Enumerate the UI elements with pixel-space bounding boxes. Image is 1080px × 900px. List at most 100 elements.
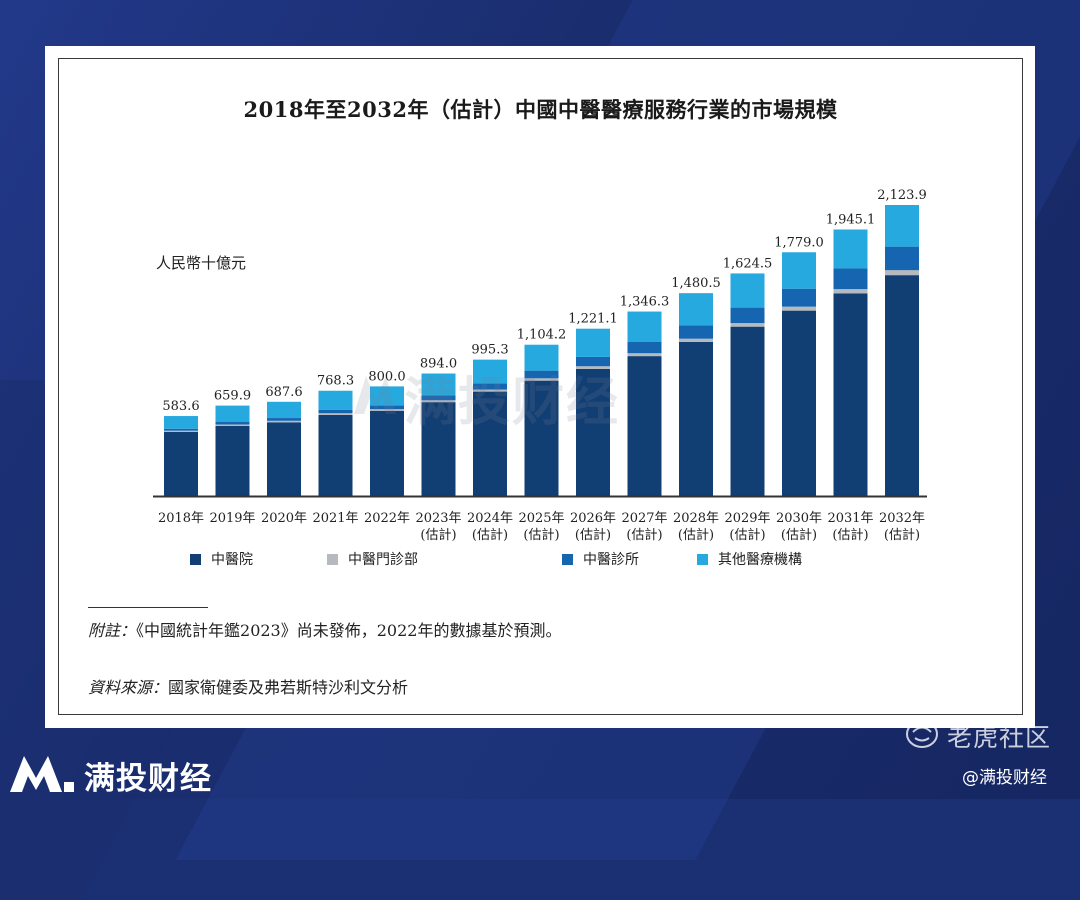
x-tick-label: 2032年 bbox=[879, 511, 925, 526]
legend-item: 其他醫療機構 bbox=[697, 549, 802, 569]
x-tick-label: 2023年 bbox=[415, 511, 461, 526]
bar-segment bbox=[215, 424, 250, 426]
author-handle: @满投财经 bbox=[962, 768, 1047, 788]
bar-segment bbox=[164, 428, 198, 431]
total-data-label: 1,945.1 bbox=[826, 212, 876, 227]
bar-segment bbox=[782, 288, 816, 307]
footnote-text: 《中國統計年鑑2023》尚未發佈，2022年的數據基於預測。 bbox=[136, 621, 562, 640]
x-tick-sublabel: (估計) bbox=[729, 527, 765, 543]
legend-label: 中醫院 bbox=[211, 552, 253, 568]
bar-segment bbox=[885, 205, 919, 247]
watermark-text: 满投财经 bbox=[404, 373, 621, 433]
bar-segment bbox=[730, 307, 765, 324]
legend-swatch bbox=[562, 553, 573, 565]
bar-segment bbox=[421, 402, 456, 496]
total-data-label: 1,779.0 bbox=[774, 235, 824, 250]
bar-segment bbox=[267, 420, 301, 423]
bar-segment bbox=[627, 356, 662, 496]
bar-segment bbox=[267, 418, 301, 421]
source-label: 資料來源： bbox=[88, 678, 169, 697]
bar-segment bbox=[782, 252, 816, 289]
bar-segment bbox=[164, 431, 198, 496]
bar-segment bbox=[370, 405, 404, 410]
total-data-label: 2,123.9 bbox=[877, 188, 927, 203]
x-tick-label: 2031年 bbox=[827, 511, 873, 526]
tiger-logo-icon bbox=[905, 719, 939, 753]
bar-segment bbox=[885, 270, 919, 276]
bar-segment bbox=[833, 293, 868, 496]
total-data-label: 1,346.3 bbox=[620, 295, 670, 310]
x-tick-sublabel: (估計) bbox=[832, 527, 868, 543]
x-tick-label: 2021年 bbox=[312, 511, 358, 526]
bar-segment bbox=[473, 359, 507, 384]
x-tick-sublabel: (估計) bbox=[575, 527, 611, 543]
bar-segment bbox=[370, 410, 404, 496]
bar-segment bbox=[524, 344, 559, 371]
total-data-label: 1,221.1 bbox=[568, 312, 618, 327]
bar-segment bbox=[318, 390, 353, 410]
x-tick-sublabel: (估計) bbox=[420, 527, 456, 543]
x-tick-label: 2025年 bbox=[518, 511, 564, 526]
brand-watermark: 满投财经 bbox=[8, 752, 212, 798]
bar-segment bbox=[267, 422, 301, 496]
x-tick-label: 2020年 bbox=[261, 511, 307, 526]
total-data-label: 687.6 bbox=[265, 385, 302, 400]
footnote-label: 附註： bbox=[88, 621, 137, 640]
bar-segment bbox=[318, 409, 353, 414]
bar-segment bbox=[627, 353, 662, 357]
total-data-label: 800.0 bbox=[368, 369, 405, 384]
legend-item: 中醫診所 bbox=[562, 549, 639, 569]
bar-segment bbox=[473, 391, 507, 496]
bar-segment bbox=[782, 306, 816, 311]
bar-segment bbox=[679, 325, 713, 339]
bar-segment bbox=[421, 395, 456, 401]
legend-swatch bbox=[697, 553, 708, 565]
bar-segment bbox=[473, 383, 507, 390]
chart-title: 2018年至2032年（估計）中國中醫醫療服務行業的市場規模 bbox=[243, 97, 838, 122]
x-tick-sublabel: (估計) bbox=[523, 527, 559, 543]
total-data-label: 768.3 bbox=[317, 374, 354, 389]
bar-segment bbox=[215, 405, 250, 423]
legend-label: 其他醫療機構 bbox=[718, 552, 802, 568]
source-text: 國家衛健委及弗若斯特沙利文分析 bbox=[168, 678, 409, 697]
bar-segment bbox=[524, 380, 559, 496]
bar-segment bbox=[885, 246, 919, 271]
bar-segment bbox=[318, 414, 353, 496]
x-tick-label: 2018年 bbox=[158, 511, 204, 526]
community-watermark: 老虎社区 bbox=[905, 718, 1051, 754]
legend-item: 中醫門診部 bbox=[327, 549, 418, 569]
x-tick-label: 2026年 bbox=[570, 511, 616, 526]
x-tick-sublabel: (估計) bbox=[884, 527, 920, 543]
legend-label: 中醫門診部 bbox=[348, 552, 418, 568]
bar-segment bbox=[421, 373, 456, 396]
bar-segment bbox=[164, 416, 198, 429]
bar-segment bbox=[730, 273, 765, 308]
x-tick-sublabel: (估計) bbox=[781, 527, 817, 543]
bar-segment bbox=[473, 389, 507, 392]
chart-legend: 中醫院 中醫門診部 中醫診所 其他醫療機構 bbox=[0, 549, 1080, 569]
brand-name: 满投财经 bbox=[84, 760, 212, 797]
bar-segment bbox=[679, 293, 713, 326]
total-data-label: 583.6 bbox=[162, 399, 199, 414]
x-tick-sublabel: (估計) bbox=[626, 527, 662, 543]
legend-swatch bbox=[327, 553, 338, 565]
bar-segment bbox=[679, 338, 713, 342]
x-tick-label: 2022年 bbox=[364, 511, 410, 526]
x-tick-label: 2028年 bbox=[673, 511, 719, 526]
x-tick-label: 2030年 bbox=[776, 511, 822, 526]
legend-swatch bbox=[190, 553, 201, 565]
bar-segment bbox=[627, 341, 662, 354]
bar-segment bbox=[421, 400, 456, 403]
x-tick-label: 2027年 bbox=[621, 511, 667, 526]
x-tick-label: 2019年 bbox=[209, 511, 255, 526]
total-data-label: 1,480.5 bbox=[671, 276, 721, 291]
footnote-divider bbox=[88, 607, 208, 608]
total-data-label: 995.3 bbox=[471, 343, 508, 358]
bar-segment bbox=[576, 356, 610, 367]
bar-segment bbox=[370, 386, 404, 406]
bar-segment bbox=[215, 425, 250, 496]
bar-segment bbox=[215, 422, 250, 425]
legend-item: 中醫院 bbox=[190, 549, 253, 569]
x-tick-sublabel: (估計) bbox=[472, 527, 508, 543]
source-note: 資料來源：國家衛健委及弗若斯特沙利文分析 bbox=[88, 674, 408, 698]
